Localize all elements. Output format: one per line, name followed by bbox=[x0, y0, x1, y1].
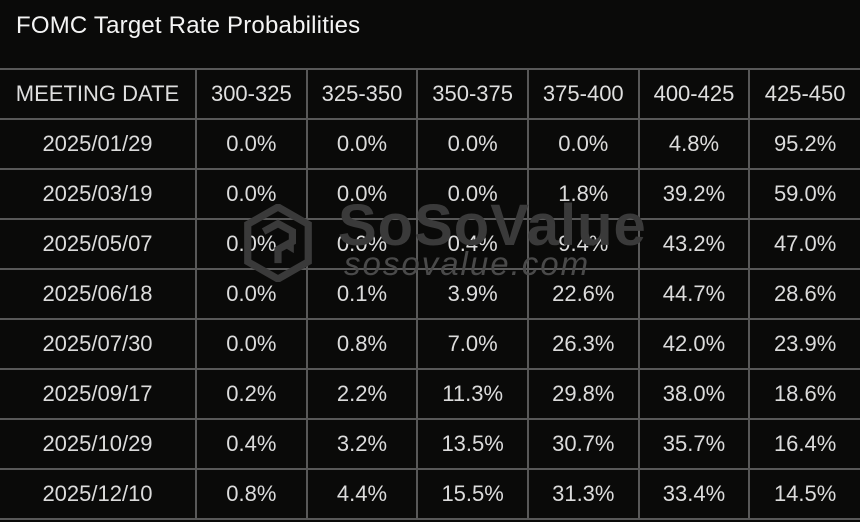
prob-cell: 4.4% bbox=[305, 468, 418, 520]
prob-cell: 0.0% bbox=[416, 168, 528, 220]
prob-cell: 0.0% bbox=[416, 118, 528, 170]
prob-cell: 0.0% bbox=[195, 118, 307, 170]
meeting-date-header: MEETING DATE bbox=[0, 68, 196, 120]
prob-cell: 0.0% bbox=[195, 318, 307, 370]
prob-cell: 0.0% bbox=[195, 218, 307, 270]
rate-range-header: 375-400 bbox=[526, 68, 639, 120]
prob-cell: 33.4% bbox=[637, 468, 750, 520]
rate-range-header: 300-325 bbox=[195, 68, 307, 120]
table-row: 2025/06/18 0.0% 0.1% 3.9% 22.6% 44.7% 28.6% bbox=[0, 268, 860, 320]
meeting-date-cell: 2025/03/19 bbox=[0, 168, 196, 220]
prob-cell: 1.8% bbox=[526, 168, 639, 220]
prob-cell: 0.8% bbox=[305, 318, 418, 370]
prob-cell: 0.0% bbox=[305, 168, 418, 220]
rate-range-header: 425-450 bbox=[748, 68, 860, 120]
prob-cell: 39.2% bbox=[637, 168, 750, 220]
prob-cell: 95.2% bbox=[748, 118, 860, 170]
meeting-date-cell: 2025/01/29 bbox=[0, 118, 196, 170]
prob-cell: 14.5% bbox=[748, 468, 860, 520]
rate-range-header: 400-425 bbox=[637, 68, 750, 120]
prob-cell: 0.2% bbox=[195, 368, 307, 420]
prob-cell: 3.2% bbox=[305, 418, 418, 470]
prob-cell: 44.7% bbox=[637, 268, 750, 320]
meeting-date-cell: 2025/07/30 bbox=[0, 318, 196, 370]
table-row: 2025/12/10 0.8% 4.4% 15.5% 31.3% 33.4% 14.5% bbox=[0, 468, 860, 520]
prob-cell: 3.9% bbox=[416, 268, 528, 320]
rate-range-header: 350-375 bbox=[416, 68, 528, 120]
prob-cell: 11.3% bbox=[416, 368, 528, 420]
prob-cell: 2.2% bbox=[305, 368, 418, 420]
prob-cell: 15.5% bbox=[416, 468, 528, 520]
fomc-probabilities-table: MEETING DATE 300-325 325-350 350-375 375-400… bbox=[0, 68, 860, 520]
prob-cell: 16.4% bbox=[748, 418, 860, 470]
table-row: 2025/10/29 0.4% 3.2% 13.5% 30.7% 35.7% 16.4% bbox=[0, 418, 860, 470]
prob-cell: 0.4% bbox=[195, 418, 307, 470]
prob-cell: 43.2% bbox=[637, 218, 750, 270]
prob-cell: 38.0% bbox=[637, 368, 750, 420]
prob-cell: 18.6% bbox=[748, 368, 860, 420]
prob-cell: 59.0% bbox=[748, 168, 860, 220]
prob-cell: 13.5% bbox=[416, 418, 528, 470]
table-row: 2025/09/17 0.2% 2.2% 11.3% 29.8% 38.0% 18.6% bbox=[0, 368, 860, 420]
prob-cell: 0.0% bbox=[195, 168, 307, 220]
prob-cell: 0.8% bbox=[195, 468, 307, 520]
rate-range-header: 325-350 bbox=[305, 68, 418, 120]
meeting-date-cell: 2025/10/29 bbox=[0, 418, 196, 470]
prob-cell: 0.1% bbox=[305, 268, 418, 320]
meeting-date-cell: 2025/05/07 bbox=[0, 218, 196, 270]
prob-cell: 0.0% bbox=[526, 118, 639, 170]
header-row: MEETING DATE 300-325 325-350 350-375 375-400… bbox=[0, 68, 860, 120]
table-row: 2025/01/29 0.0% 0.0% 0.0% 0.0% 4.8% 95.2% bbox=[0, 118, 860, 170]
prob-cell: 9.4% bbox=[526, 218, 639, 270]
prob-cell: 28.6% bbox=[748, 268, 860, 320]
prob-cell: 29.8% bbox=[526, 368, 639, 420]
prob-cell: 26.3% bbox=[526, 318, 639, 370]
prob-cell: 7.0% bbox=[416, 318, 528, 370]
prob-cell: 0.0% bbox=[305, 118, 418, 170]
prob-cell: 30.7% bbox=[526, 418, 639, 470]
meeting-date-cell: 2025/12/10 bbox=[0, 468, 196, 520]
prob-cell: 22.6% bbox=[526, 268, 639, 320]
table-row: 2025/03/19 0.0% 0.0% 0.0% 1.8% 39.2% 59.0% bbox=[0, 168, 860, 220]
meeting-date-cell: 2025/06/18 bbox=[0, 268, 196, 320]
page-title: FOMC Target Rate Probabilities bbox=[16, 12, 361, 39]
prob-cell: 35.7% bbox=[637, 418, 750, 470]
prob-cell: 47.0% bbox=[748, 218, 860, 270]
table-row: 2025/07/30 0.0% 0.8% 7.0% 26.3% 42.0% 23.9% bbox=[0, 318, 860, 370]
prob-cell: 42.0% bbox=[637, 318, 750, 370]
prob-cell: 31.3% bbox=[526, 468, 639, 520]
prob-cell: 0.0% bbox=[305, 218, 418, 270]
meeting-date-cell: 2025/09/17 bbox=[0, 368, 196, 420]
prob-cell: 4.8% bbox=[637, 118, 750, 170]
prob-cell: 0.0% bbox=[195, 268, 307, 320]
table-row: 2025/05/07 0.0% 0.0% 0.4% 9.4% 43.2% 47.0% bbox=[0, 218, 860, 270]
prob-cell: 0.4% bbox=[416, 218, 528, 270]
prob-cell: 23.9% bbox=[748, 318, 860, 370]
